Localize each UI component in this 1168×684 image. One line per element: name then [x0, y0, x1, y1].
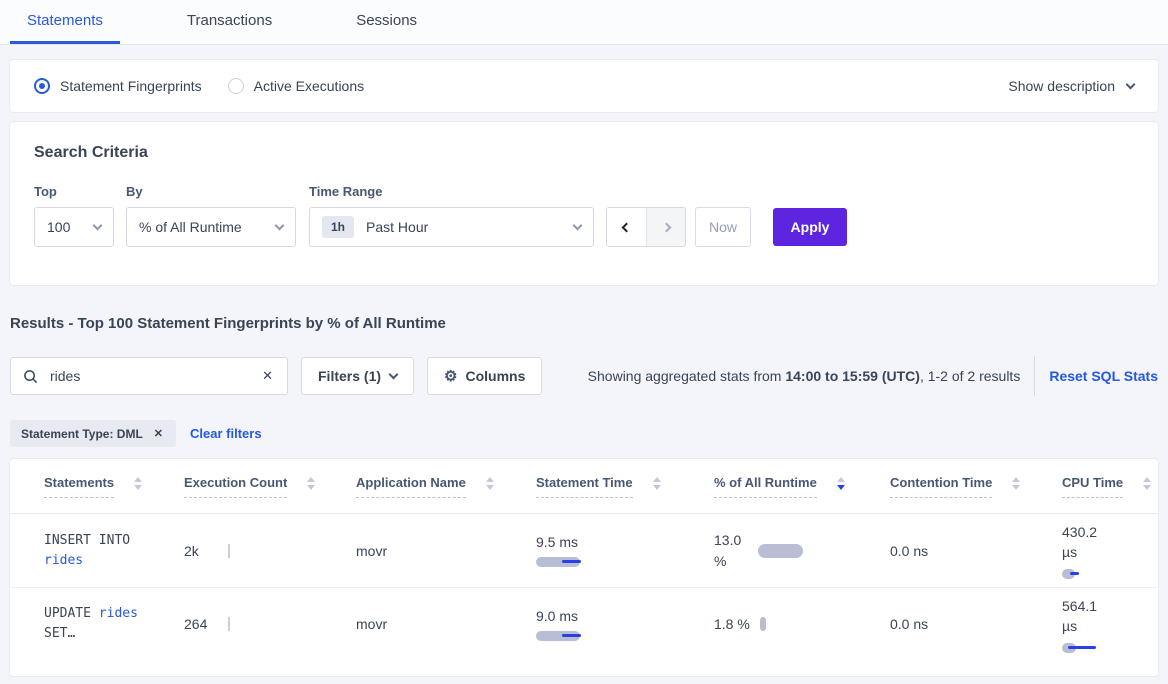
radio-label: Statement Fingerprints	[60, 78, 202, 94]
results-controls: ✕ Filters (1) ⚙ Columns Showing aggregat…	[10, 356, 1158, 396]
top-select-value: 100	[47, 219, 71, 235]
statement-time-bar	[536, 630, 714, 641]
reset-sql-stats-link[interactable]: Reset SQL Stats	[1049, 368, 1158, 384]
statement-time-value: 9.5 ms	[536, 534, 579, 550]
radio-statement-fingerprints[interactable]: Statement Fingerprints	[34, 78, 202, 94]
sort-icon[interactable]	[1012, 476, 1021, 490]
clear-search-icon[interactable]: ✕	[262, 368, 273, 383]
tab-statements[interactable]: Statements	[10, 0, 120, 44]
cpu-time-bar	[1062, 569, 1158, 579]
sort-icon[interactable]	[307, 476, 316, 490]
time-range-badge: 1h	[322, 216, 355, 238]
statement-text: INSERT INTO rides	[44, 532, 131, 568]
top-label: Top	[34, 184, 57, 199]
statement-link[interactable]: rides	[44, 552, 84, 568]
column-header-execution-count[interactable]: Execution Count	[184, 475, 288, 498]
table-row[interactable]: UPDATE rides SET… 264 movr 9.0 ms 1.8 % …	[10, 587, 1158, 660]
tab-transactions[interactable]: Transactions	[186, 12, 273, 29]
columns-button[interactable]: ⚙ Columns	[427, 357, 543, 395]
chevron-down-icon	[274, 220, 285, 231]
time-range-value: Past Hour	[366, 219, 429, 235]
by-select[interactable]: % of All Runtime	[126, 207, 296, 247]
statement-link[interactable]: rides	[98, 606, 138, 621]
by-label: By	[126, 184, 143, 199]
remove-filter-icon[interactable]: ✕	[153, 428, 164, 440]
time-range-stepper	[606, 207, 686, 247]
column-header-cpu-time[interactable]: CPU Time	[1062, 475, 1124, 498]
previous-time-range-button[interactable]	[607, 208, 646, 246]
filter-chip-label: Statement Type: DML	[21, 426, 143, 441]
aggregated-stats-text: Showing aggregated stats from 14:00 to 1…	[587, 368, 1021, 384]
sort-icon[interactable]	[485, 476, 494, 490]
active-filters-row: Statement Type: DML ✕ Clear filters	[10, 420, 1158, 447]
chevron-right-icon	[661, 222, 671, 232]
chevron-down-icon	[572, 220, 583, 231]
statement-time-value: 9.0 ms	[536, 607, 579, 624]
sql-activity-tabbar: Statements Transactions Sessions	[0, 0, 1168, 45]
sort-icon[interactable]	[1143, 476, 1152, 490]
filters-button[interactable]: Filters (1)	[301, 357, 415, 395]
show-description-label: Show description	[1008, 78, 1115, 94]
execution-count-value: 2k	[184, 542, 199, 559]
table-header-row: Statements Execution Count Application N…	[10, 459, 1158, 514]
contention-time-value: 0.0 ns	[890, 542, 929, 559]
search-input[interactable]	[48, 367, 261, 385]
radio-active-executions[interactable]: Active Executions	[227, 78, 365, 94]
tab-sessions[interactable]: Sessions	[356, 12, 418, 29]
radio-label: Active Executions	[253, 78, 365, 94]
divider	[1034, 356, 1036, 396]
sort-icon[interactable]	[134, 476, 143, 490]
clear-filters-link[interactable]: Clear filters	[190, 426, 262, 441]
column-header-contention-time[interactable]: Contention Time	[890, 475, 993, 498]
statement-time-bar	[536, 557, 714, 567]
execution-count-value: 264	[184, 616, 208, 632]
next-time-range-button[interactable]	[646, 208, 685, 246]
now-button[interactable]: Now	[695, 207, 751, 247]
pct-runtime-value: 1.8 %	[714, 615, 750, 632]
view-mode-card: Statement Fingerprints Active Executions…	[10, 60, 1158, 112]
sort-icon[interactable]	[652, 476, 661, 490]
gear-icon: ⚙	[444, 368, 458, 385]
column-header-statement-time[interactable]: Statement Time	[536, 475, 633, 498]
statement-text: UPDATE rides SET…	[44, 606, 138, 641]
table-row[interactable]: INSERT INTO rides 2k movr 9.5 ms 13.0 % …	[10, 514, 1158, 587]
top-select[interactable]: 100	[34, 207, 114, 247]
cpu-time-value: 564.1 µs	[1062, 597, 1098, 634]
search-box[interactable]: ✕	[10, 357, 288, 395]
application-name-value: movr	[356, 542, 388, 559]
columns-label: Columns	[465, 368, 526, 384]
statements-table: Statements Execution Count Application N…	[10, 459, 1158, 676]
pct-runtime-value: 13.0 %	[714, 531, 742, 569]
chevron-down-icon	[388, 369, 399, 380]
cpu-time-value: 430.2 µs	[1062, 524, 1098, 560]
time-range-select[interactable]: 1h Past Hour	[309, 207, 594, 247]
search-icon	[24, 369, 38, 383]
application-name-value: movr	[356, 616, 388, 632]
radio-unselected-icon	[227, 78, 244, 94]
chevron-down-icon	[1125, 79, 1136, 90]
by-select-value: % of All Runtime	[139, 219, 242, 235]
sort-icon-active-desc[interactable]	[836, 476, 845, 490]
stats-time-range: 14:00 to 15:59 (UTC)	[785, 368, 920, 384]
column-header-statements[interactable]: Statements	[44, 475, 115, 498]
execution-count-bar	[228, 543, 230, 558]
contention-time-value: 0.0 ns	[890, 616, 929, 632]
cpu-time-bar	[1062, 642, 1158, 653]
show-description-toggle[interactable]: Show description	[1008, 78, 1136, 94]
chevron-left-icon	[621, 222, 632, 232]
search-criteria-title: Search Criteria	[34, 144, 148, 161]
pct-runtime-bar	[760, 617, 766, 631]
filters-label: Filters (1)	[318, 368, 382, 384]
radio-selected-icon	[34, 78, 50, 94]
column-header-pct-runtime[interactable]: % of All Runtime	[714, 475, 817, 498]
filter-chip-statement-type[interactable]: Statement Type: DML ✕	[10, 420, 177, 447]
execution-count-bar	[228, 617, 230, 631]
results-heading: Results - Top 100 Statement Fingerprints…	[10, 315, 446, 332]
time-range-label: Time Range	[309, 184, 383, 199]
chevron-down-icon	[92, 220, 103, 231]
column-header-application-name[interactable]: Application Name	[356, 475, 466, 498]
pct-runtime-bar	[758, 543, 803, 558]
apply-button[interactable]: Apply	[773, 208, 847, 246]
search-criteria-card: Search Criteria Top 100 By % of All Runt…	[10, 122, 1158, 285]
